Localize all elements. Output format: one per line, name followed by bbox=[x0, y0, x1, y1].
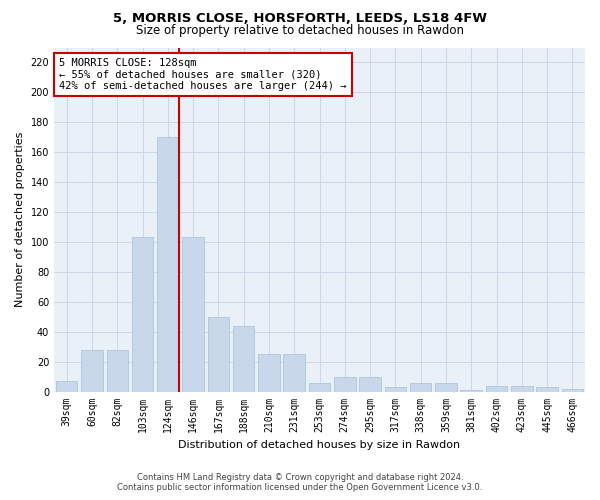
Bar bbox=[410, 382, 431, 392]
Bar bbox=[107, 350, 128, 392]
Bar bbox=[132, 238, 153, 392]
Bar bbox=[283, 354, 305, 392]
Bar bbox=[334, 376, 356, 392]
Text: Contains HM Land Registry data © Crown copyright and database right 2024.
Contai: Contains HM Land Registry data © Crown c… bbox=[118, 473, 482, 492]
Bar bbox=[435, 382, 457, 392]
Bar bbox=[385, 387, 406, 392]
Y-axis label: Number of detached properties: Number of detached properties bbox=[15, 132, 25, 307]
Bar bbox=[460, 390, 482, 392]
Bar bbox=[309, 382, 330, 392]
Bar bbox=[562, 388, 583, 392]
Bar bbox=[208, 317, 229, 392]
Bar bbox=[486, 386, 507, 392]
Bar bbox=[258, 354, 280, 392]
Bar bbox=[182, 238, 204, 392]
Bar bbox=[81, 350, 103, 392]
Text: 5 MORRIS CLOSE: 128sqm
← 55% of detached houses are smaller (320)
42% of semi-de: 5 MORRIS CLOSE: 128sqm ← 55% of detached… bbox=[59, 58, 347, 91]
X-axis label: Distribution of detached houses by size in Rawdon: Distribution of detached houses by size … bbox=[178, 440, 461, 450]
Bar bbox=[56, 381, 77, 392]
Bar bbox=[233, 326, 254, 392]
Bar bbox=[359, 376, 381, 392]
Text: Size of property relative to detached houses in Rawdon: Size of property relative to detached ho… bbox=[136, 24, 464, 37]
Bar bbox=[536, 387, 558, 392]
Text: 5, MORRIS CLOSE, HORSFORTH, LEEDS, LS18 4FW: 5, MORRIS CLOSE, HORSFORTH, LEEDS, LS18 … bbox=[113, 12, 487, 26]
Bar bbox=[157, 138, 179, 392]
Bar bbox=[511, 386, 533, 392]
